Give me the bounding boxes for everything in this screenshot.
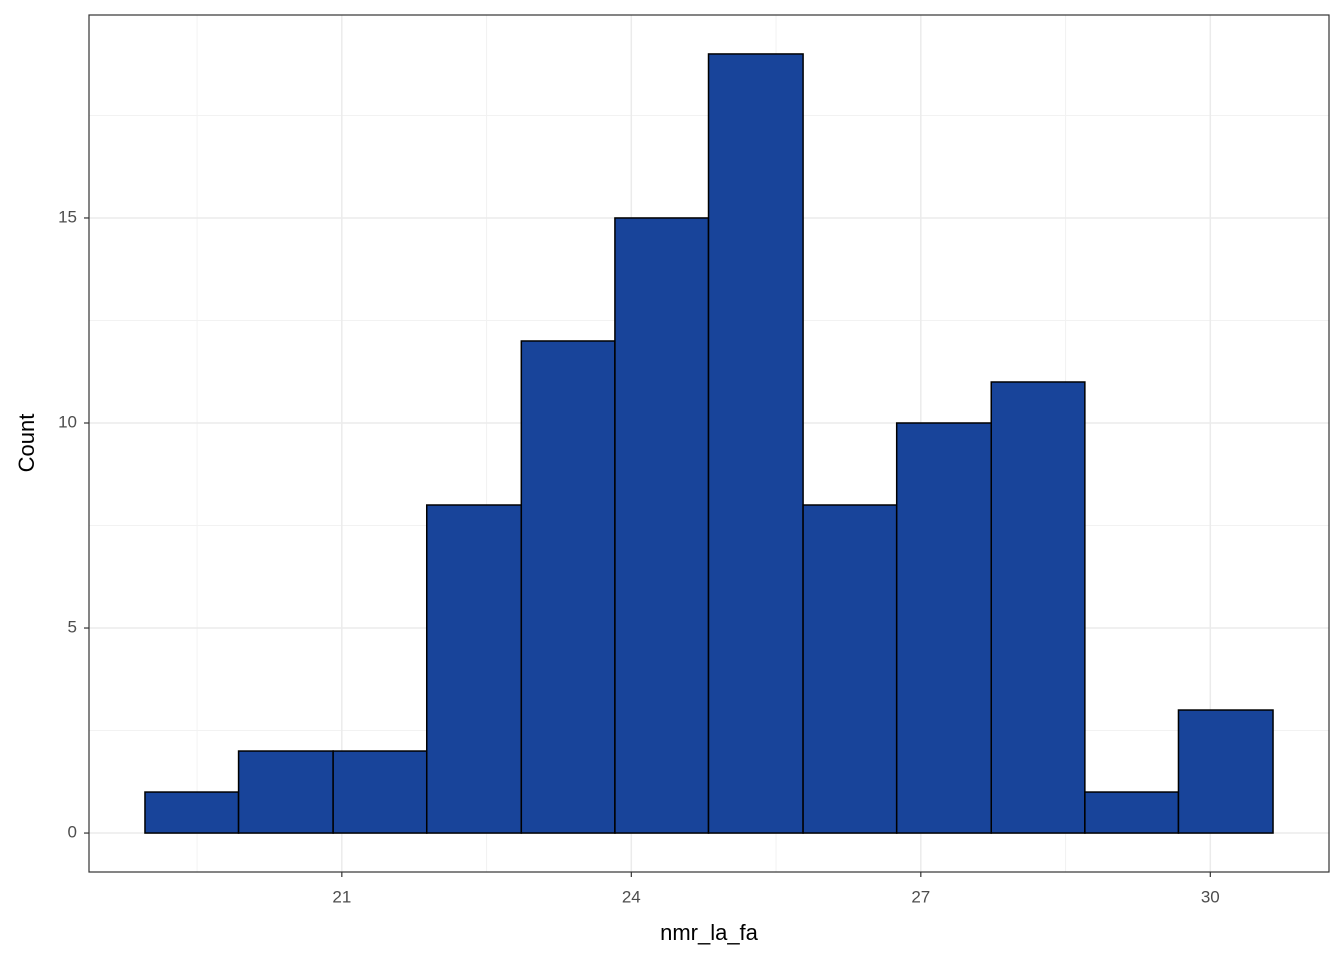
x-tick-label: 21 [332, 887, 351, 906]
bar [1177, 709, 1274, 834]
x-tick-label: 27 [911, 887, 930, 906]
bar [332, 750, 428, 834]
x-axis-title: nmr_la_fa [660, 920, 759, 945]
bars [144, 53, 1274, 834]
bar [1084, 791, 1180, 834]
bar [895, 422, 993, 834]
bar [802, 504, 898, 834]
bar [144, 791, 240, 834]
y-tick-label: 5 [68, 618, 77, 637]
y-tick-label: 0 [68, 823, 77, 842]
bar [707, 53, 804, 834]
bar [425, 504, 523, 834]
x-tick-label: 30 [1201, 887, 1220, 906]
y-tick-label: 10 [58, 412, 77, 431]
y-axis-title: Count [14, 414, 39, 473]
panel-border [88, 14, 1330, 873]
bar [237, 750, 334, 834]
bar [990, 381, 1086, 834]
bar [614, 217, 710, 834]
x-tick-label: 24 [622, 887, 641, 906]
bar [520, 340, 616, 834]
y-tick-label: 15 [58, 207, 77, 226]
